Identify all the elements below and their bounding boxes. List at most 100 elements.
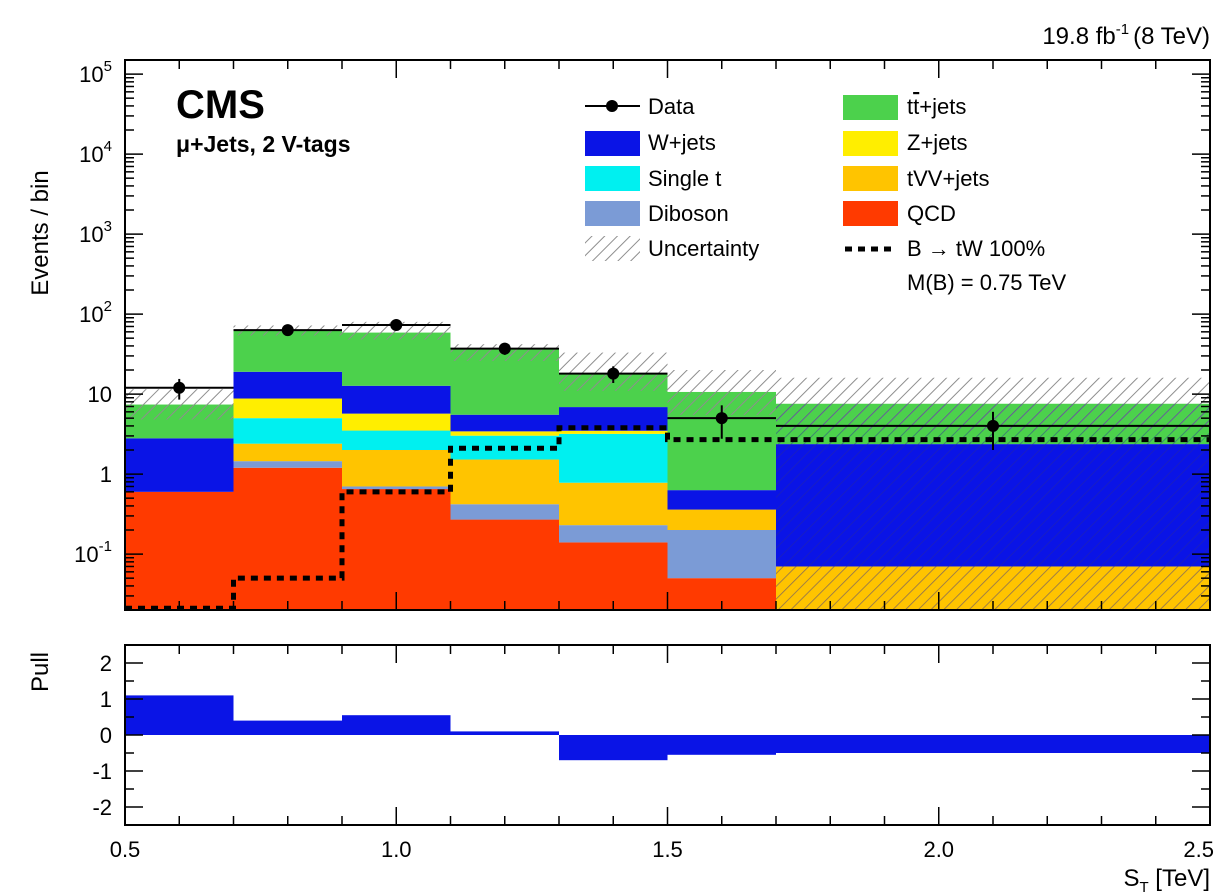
stack-bar-z-jets-bin-2: [342, 413, 451, 431]
pull-y-tick-label: 0: [100, 723, 112, 748]
pull-bar-bin-0: [125, 695, 234, 735]
lumi-energy: (8 TeV): [1133, 23, 1210, 50]
y-tick-label: 10-1: [74, 538, 112, 567]
legend-uncertainty-swatch: [585, 236, 640, 261]
x-axis-title-sub: T: [1139, 879, 1148, 896]
legend-diboson-label: Diboson: [648, 201, 729, 226]
pull-axis-title: Pull: [27, 652, 54, 692]
stack-bar-diboson-bin-3: [450, 504, 559, 520]
stack-bar-z-jets-bin-1: [233, 398, 342, 419]
stack-bar-single-t-bin-2: [342, 430, 451, 451]
data-point-6: [987, 419, 999, 432]
pull-y-tick-label: 1: [100, 687, 112, 712]
pull-bar-bin-1: [233, 720, 342, 735]
data-point-1: [281, 324, 294, 337]
experiment-label: CMS: [176, 83, 265, 127]
legend-signal-arrow: →: [928, 236, 950, 261]
stack-bar-diboson-bin-1: [233, 461, 342, 468]
y-tick-label-exponent: 5: [104, 58, 112, 75]
x-axis-title-unit: [TeV]: [1149, 865, 1210, 892]
stack-bar-tvv-jets-bin-5: [667, 509, 776, 531]
legend-w-jets-swatch: [585, 131, 640, 156]
x-tick-label: 1.0: [381, 837, 412, 862]
stack-bar-diboson-bin-4: [559, 525, 668, 543]
pull-panel: 2 1 0 -1 -2 0.5 1.0 1.5 2.0 2.5 Pull: [27, 644, 1214, 862]
legend-data-label: Data: [648, 94, 695, 119]
stack-bar-w-jets-bin-5: [667, 490, 776, 510]
data-point-0: [173, 381, 186, 394]
stack-bar-w-jets-bin-2: [342, 385, 451, 414]
legend-data-marker: [585, 100, 640, 112]
x-tick-label: 2.5: [1183, 837, 1214, 862]
y-tick-label-base: 10: [74, 542, 98, 567]
stack-bar-single-t-bin-4: [559, 433, 668, 483]
legend-ttbar-tbar: t: [913, 94, 919, 119]
stack-bar-qcd-bin-1: [233, 467, 342, 610]
stack-bar-qcd-bin-3: [450, 519, 559, 610]
stack-bar-diboson-bin-2: [342, 486, 451, 490]
stack-bar-w-jets-bin-3: [450, 414, 559, 432]
lumi-exponent: -1: [1116, 21, 1129, 38]
pull-bar-bin-3: [450, 731, 559, 735]
legend-ttbar-suffix: +jets: [919, 94, 966, 119]
y-tick-label: 105: [79, 58, 112, 87]
y-tick-label-base: 10: [79, 62, 103, 87]
y-tick-label: 104: [79, 138, 112, 167]
y-tick-label: 1: [100, 462, 112, 487]
channel-label: μ+Jets, 2 V-tags: [176, 131, 351, 157]
pull-y-tick-label: 2: [100, 651, 112, 676]
stack-bar-tvv-jets-bin-3: [450, 459, 559, 505]
pull-histogram: [125, 695, 1210, 761]
stack-bar-tvv-jets-bin-2: [342, 450, 451, 487]
stack-bar-qcd-bin-2: [342, 489, 451, 610]
legend-signal-suffix: tW 100%: [950, 236, 1045, 261]
stack-bar-w-jets-bin-0: [125, 438, 234, 492]
legend-w-jets-label: W+jets: [648, 130, 716, 155]
pull-y-tick-label: -2: [92, 795, 112, 820]
y-tick-label-exponent: 4: [104, 138, 112, 155]
legend-z-jets-label: Z+jets: [907, 130, 968, 155]
legend-signal-label: B → tW 100%: [907, 236, 1045, 261]
y-tick-label-exponent: 3: [104, 218, 112, 235]
data-point-2: [390, 319, 403, 332]
legend-ttbar-swatch: [843, 95, 898, 120]
pull-bar-bin-6: [776, 735, 1210, 753]
y-tick-label: 103: [79, 218, 112, 247]
stack-bar-w-jets-bin-1: [233, 371, 342, 399]
legend: Data W+jets Single t Diboson Uncertainty…: [585, 94, 1066, 295]
legend-tvv-jets-label: tVV+jets: [907, 166, 990, 191]
legend-single-t-swatch: [585, 166, 640, 191]
legend-qcd-label: QCD: [907, 201, 956, 226]
y-tick-label-base: 1: [100, 462, 112, 487]
legend-single-t-label: Single t: [648, 166, 721, 191]
stack-bar-w-jets-bin-4: [559, 407, 668, 431]
legend-z-jets-swatch: [843, 131, 898, 156]
y-tick-label: 10: [88, 382, 112, 407]
lumi-label: 19.8 fb-1 (8 TeV): [1042, 21, 1210, 50]
y-axis-title: Events / bin: [27, 170, 54, 295]
stack-bar-ttbar-jets-bin-1: [233, 330, 342, 372]
legend-signal-mass: M(B) = 0.75 TeV: [907, 270, 1066, 295]
y-tick-label: 102: [79, 298, 112, 327]
pull-axis-ticks: 2 1 0 -1 -2 0.5 1.0 1.5 2.0 2.5: [92, 644, 1214, 862]
y-tick-label-base: 10: [79, 222, 103, 247]
y-tick-label-exponent: -1: [99, 538, 112, 555]
pull-bar-bin-2: [342, 715, 451, 735]
y-tick-label-base: 10: [88, 382, 112, 407]
stack-bar-tvv-jets-bin-4: [559, 482, 668, 526]
x-tick-label: 2.0: [923, 837, 954, 862]
stack-bar-z-jets-bin-4: [559, 430, 668, 434]
stack-bar-diboson-bin-5: [667, 530, 776, 579]
legend-tvv-jets-swatch: [843, 166, 898, 191]
data-point-4: [607, 367, 620, 380]
legend-ttbar-label: tt+jets: [907, 94, 966, 119]
stack-bar-ttbar-jets-bin-2: [342, 332, 451, 386]
legend-diboson-swatch: [585, 201, 640, 226]
y-tick-label-base: 10: [79, 142, 103, 167]
x-axis-title-main: S: [1123, 865, 1139, 892]
data-point-5: [715, 412, 728, 425]
stack-bar-qcd-bin-0: [125, 491, 234, 610]
